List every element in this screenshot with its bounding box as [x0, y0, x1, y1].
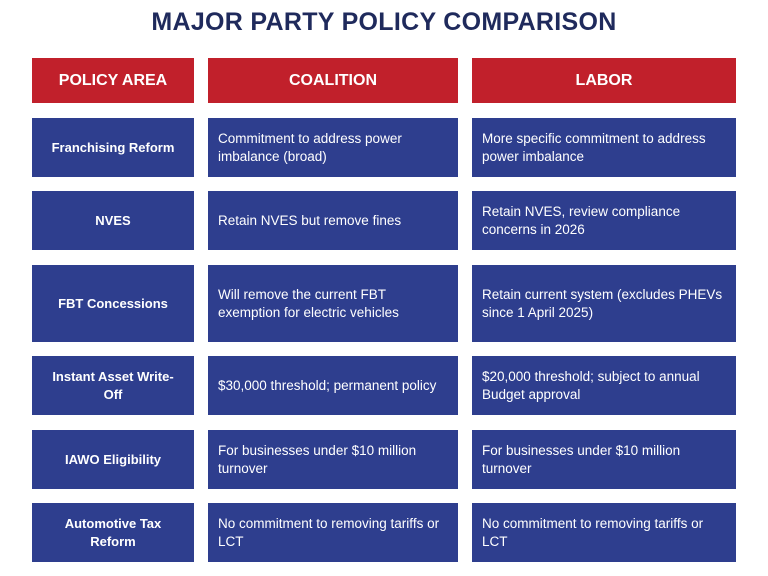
policy-cell: Retain current system (excludes PHEVs si… — [472, 265, 736, 342]
policy-cell: For businesses under $10 million turnove… — [472, 430, 736, 489]
policy-cell: No commitment to removing tariffs or LCT — [208, 503, 458, 562]
policy-cell: No commitment to removing tariffs or LCT — [472, 503, 736, 562]
policy-area-cell: FBT Concessions — [32, 265, 194, 342]
policy-cell: $30,000 threshold; permanent policy — [208, 356, 458, 415]
header-cell: POLICY AREA — [32, 58, 194, 103]
policy-area-cell: Automotive Tax Reform — [32, 503, 194, 562]
policy-cell: Retain NVES but remove fines — [208, 191, 458, 250]
policy-area-cell: Franchising Reform — [32, 118, 194, 177]
policy-area-cell: Instant Asset Write-Off — [32, 356, 194, 415]
title: MAJOR PARTY POLICY COMPARISON — [151, 8, 617, 36]
header-cell: LABOR — [472, 58, 736, 103]
header-cell: COALITION — [208, 58, 458, 103]
policy-cell: More specific commitment to address powe… — [472, 118, 736, 177]
policy-cell: For businesses under $10 million turnove… — [208, 430, 458, 489]
policy-cell: Will remove the current FBT exemption fo… — [208, 265, 458, 342]
policy-cell: $20,000 threshold; subject to annual Bud… — [472, 356, 736, 415]
policy-area-cell: NVES — [32, 191, 194, 250]
policy-area-cell: IAWO Eligibility — [32, 430, 194, 489]
policy-cell: Commitment to address power imbalance (b… — [208, 118, 458, 177]
policy-cell: Retain NVES, review compliance concerns … — [472, 191, 736, 250]
